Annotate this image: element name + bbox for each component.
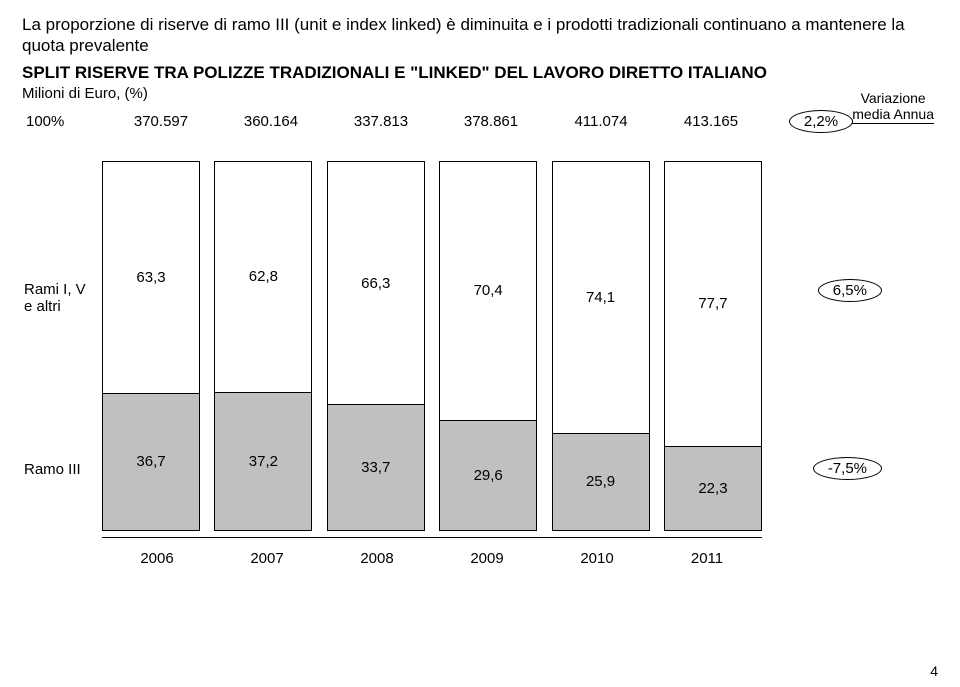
totals-row: 100% 370.597 360.164 337.813 378.861 411… <box>22 110 938 133</box>
bar-column: 74,125,9 <box>552 161 650 531</box>
page-number: 4 <box>930 663 938 679</box>
bar-segment-bottom: 22,3 <box>665 447 761 529</box>
bar-segment-top: 62,8 <box>215 162 311 393</box>
hundred-percent-label: 100% <box>22 113 106 130</box>
chart-subtitle: SPLIT RISERVE TRA POLIZZE TRADIZIONALI E… <box>22 63 938 83</box>
x-axis-line <box>102 537 762 538</box>
year-label: 2009 <box>432 550 542 567</box>
series-label-bot: Ramo III <box>24 461 81 478</box>
bar-segment-top: 74,1 <box>553 162 649 435</box>
bar-column: 62,837,2 <box>214 161 312 531</box>
bar-segment-bottom: 37,2 <box>215 393 311 530</box>
cagr-bot-oval: -7,5% <box>813 457 882 480</box>
series-label-top-text: Rami I, Ve altri <box>24 281 86 315</box>
total-value: 360.164 <box>216 113 326 130</box>
stacked-bar-chart: Rami I, Ve altri Ramo III 6,5% -7,5% 63,… <box>102 161 762 531</box>
year-label: 2006 <box>102 550 212 567</box>
bar-column: 70,429,6 <box>439 161 537 531</box>
total-value: 378.861 <box>436 113 546 130</box>
totals-values: 370.597 360.164 337.813 378.861 411.074 … <box>106 113 766 130</box>
variation-line2: media Annua <box>852 106 934 124</box>
bar-segment-top: 63,3 <box>103 162 199 395</box>
variation-header: Variazione media Annua <box>852 90 934 124</box>
total-value: 337.813 <box>326 113 436 130</box>
bar-segment-top: 70,4 <box>440 162 536 421</box>
bar-segment-top: 77,7 <box>665 162 761 448</box>
bar-segment-bottom: 33,7 <box>328 405 424 529</box>
x-axis-labels: 2006 2007 2008 2009 2010 2011 <box>102 550 762 567</box>
series-label-top: Rami I, Ve altri <box>24 281 86 316</box>
year-label: 2008 <box>322 550 432 567</box>
bar-column: 77,722,3 <box>664 161 762 531</box>
variation-line1: Variazione <box>852 90 934 106</box>
total-value: 370.597 <box>106 113 216 130</box>
bar-segment-bottom: 25,9 <box>553 434 649 529</box>
bar-column: 63,336,7 <box>102 161 200 531</box>
bar-segment-bottom: 36,7 <box>103 394 199 529</box>
bar-segment-top: 66,3 <box>328 162 424 406</box>
year-label: 2007 <box>212 550 322 567</box>
bar-column: 66,333,7 <box>327 161 425 531</box>
bar-segment-bottom: 29,6 <box>440 421 536 530</box>
chart-units: Milioni di Euro, (%) <box>22 85 938 102</box>
slide-page: La proporzione di riserve di ramo III (u… <box>0 0 960 687</box>
cagr-top-slot: 6,5% <box>818 279 882 302</box>
year-label: 2011 <box>652 550 762 567</box>
bars-container: 63,336,762,837,266,333,770,429,674,125,9… <box>102 161 762 531</box>
total-value: 413.165 <box>656 113 766 130</box>
page-title: La proporzione di riserve di ramo III (u… <box>22 14 938 57</box>
year-label: 2010 <box>542 550 652 567</box>
cagr-bot-slot: -7,5% <box>813 457 882 480</box>
cagr-top-oval: 6,5% <box>818 279 882 302</box>
total-cagr-oval: 2,2% <box>789 110 853 133</box>
total-value: 411.074 <box>546 113 656 130</box>
